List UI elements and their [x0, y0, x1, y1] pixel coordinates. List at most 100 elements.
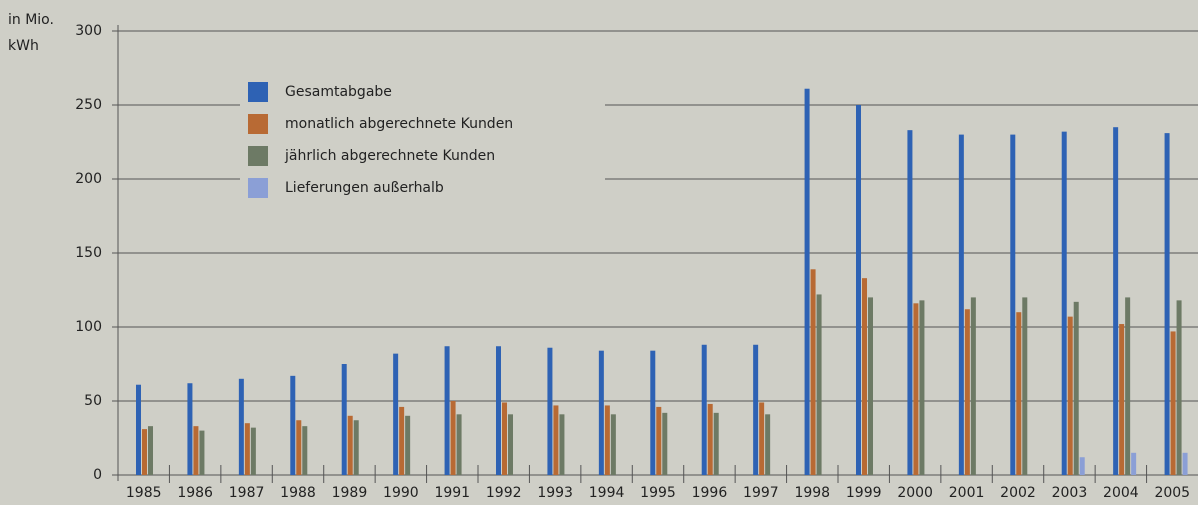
x-tick-label: 1994 [589, 485, 625, 501]
bar [804, 88, 810, 475]
x-tick-label: 1995 [640, 485, 676, 501]
bar [450, 401, 456, 475]
bar [765, 414, 771, 475]
bar [405, 415, 411, 475]
bar [1164, 133, 1170, 475]
bar [856, 105, 861, 475]
bar [970, 297, 976, 475]
bar [148, 426, 153, 475]
x-tick-label: 2003 [1052, 485, 1088, 501]
y-tick-label: 100 [75, 319, 102, 335]
bar [1061, 131, 1067, 475]
bar [508, 414, 513, 475]
y-tick-label: 300 [75, 23, 102, 39]
bar [650, 350, 656, 475]
x-tick-label: 2005 [1154, 485, 1190, 501]
legend-swatch [248, 82, 268, 102]
bar [759, 402, 765, 475]
legend-swatch [248, 146, 268, 166]
x-tick-label: 1997 [743, 485, 779, 501]
bar [707, 403, 713, 475]
y-tick-label: 250 [75, 97, 102, 113]
legend-swatch [248, 114, 268, 134]
bar [444, 346, 450, 475]
y-tick-label: 0 [93, 467, 102, 483]
bar [290, 375, 296, 475]
bar [868, 297, 873, 475]
x-tick-label: 2000 [897, 485, 933, 501]
bar [958, 134, 964, 475]
x-tick-label: 1992 [486, 485, 522, 501]
bar [662, 412, 668, 475]
bar [753, 344, 759, 475]
y-tick-label: 50 [84, 393, 102, 409]
x-tick-label: 1991 [434, 485, 470, 501]
bar [604, 405, 610, 475]
x-tick-label: 1999 [846, 485, 882, 501]
bar [1022, 297, 1028, 475]
y-tick-label: 150 [75, 245, 102, 261]
y-axis-label: in Mio. [8, 12, 54, 28]
bar [810, 269, 816, 475]
bar [399, 406, 405, 475]
legend-box [240, 78, 605, 202]
bar [296, 420, 302, 475]
x-tick-label: 1993 [537, 485, 573, 501]
bar [456, 414, 462, 475]
x-tick-label: 2001 [949, 485, 985, 501]
bar [1079, 457, 1085, 475]
bar [142, 429, 147, 475]
x-tick-label: 1988 [280, 485, 316, 501]
bar [907, 130, 913, 475]
bar [1182, 452, 1188, 475]
legend-label: Gesamtabgabe [285, 84, 392, 100]
bar [964, 309, 970, 475]
bar [1176, 300, 1182, 475]
x-tick-label: 1987 [229, 485, 265, 501]
bar [862, 278, 867, 475]
bar [496, 346, 501, 475]
bar [598, 350, 604, 475]
y-axis-label: kWh [8, 38, 39, 54]
bar [1016, 312, 1022, 475]
x-tick-label: 1986 [177, 485, 213, 501]
bar [347, 415, 353, 475]
bar [1067, 316, 1073, 475]
legend-label: Lieferungen außerhalb [285, 180, 444, 196]
bar [547, 347, 553, 475]
bar [1073, 301, 1079, 475]
bar [341, 364, 347, 475]
bar [353, 420, 359, 475]
legend-swatch [248, 178, 268, 198]
bar [701, 344, 707, 475]
bar [502, 402, 507, 475]
bar [913, 303, 919, 475]
bar [302, 426, 308, 475]
bar [199, 430, 205, 475]
x-tick-label: 1989 [332, 485, 368, 501]
bar [1131, 452, 1137, 475]
y-tick-label: 200 [75, 171, 102, 187]
bar [713, 412, 719, 475]
bar [553, 405, 559, 475]
bar [136, 384, 141, 475]
bar [1125, 297, 1131, 475]
bar [1010, 134, 1016, 475]
legend-label: jährlich abgerechnete Kunden [284, 148, 495, 164]
bar [656, 406, 662, 475]
bar [193, 426, 199, 475]
x-tick-label: 1985 [126, 485, 162, 501]
x-tick-label: 1996 [692, 485, 728, 501]
bar [1113, 127, 1119, 475]
bar [1170, 331, 1176, 475]
x-tick-label: 1998 [794, 485, 830, 501]
bar [250, 427, 256, 475]
legend-label: monatlich abgerechnete Kunden [285, 116, 513, 132]
x-tick-label: 2002 [1000, 485, 1036, 501]
bar [187, 383, 193, 475]
x-tick-label: 2004 [1103, 485, 1139, 501]
bar [559, 414, 565, 475]
bar [238, 378, 244, 475]
bar [393, 353, 399, 475]
